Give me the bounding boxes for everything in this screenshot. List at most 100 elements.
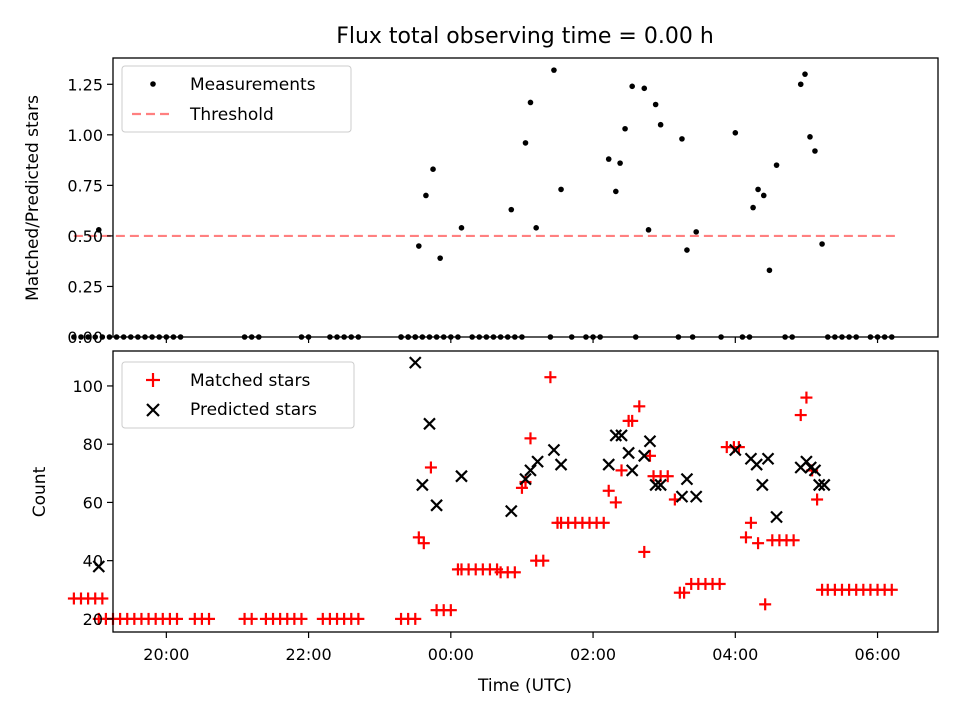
bottom-axes-frame: [112, 350, 939, 633]
legend-measurements-label: Measurements: [190, 75, 316, 95]
matched-star-point: [602, 484, 615, 497]
bottom-y-tick-label: 20: [83, 610, 103, 629]
measurement-point: [605, 156, 612, 162]
matched-star-point: [524, 432, 537, 445]
legend-predicted-label: Predicted stars: [190, 400, 317, 420]
top-y-tick-label: 0.00: [67, 328, 103, 347]
matched-star-point: [352, 612, 365, 625]
measurement-point: [622, 125, 628, 132]
top-y-tick-label: 1.00: [67, 126, 103, 145]
predicted-star-point: [649, 478, 662, 492]
measurement-point: [99, 334, 106, 340]
measurement-point: [416, 243, 422, 249]
predicted-star-point: [761, 452, 775, 466]
bottom-legend-box: [121, 361, 355, 429]
measurement-point: [732, 130, 739, 136]
bottom-x-ticks: 20:00 22:00 00:00 02:00 04:00 06:00: [143, 632, 901, 664]
predicted-star-point: [524, 464, 537, 477]
bottom-y-axis-label: Count: [30, 466, 50, 517]
measurement-point: [657, 121, 664, 128]
measurement-point: [508, 206, 515, 213]
measurement-point: [773, 162, 780, 168]
matched-star-point: [203, 612, 216, 625]
measurement-point: [766, 267, 773, 274]
measurement-point: [684, 247, 690, 253]
predicted-star-point: [416, 478, 429, 492]
predicted-star-point: [817, 478, 831, 492]
predicted-star-point: [756, 478, 769, 492]
top-y-tick-label: 0.50: [67, 227, 103, 246]
predicted-star-point: [609, 429, 623, 442]
predicted-star-point: [430, 499, 443, 512]
x-tick-label: 20:00: [143, 645, 189, 664]
predicted-star-point: [625, 464, 639, 477]
top-y-axis-label: Matched/Predicted stars: [23, 95, 43, 301]
matched-star-point: [444, 604, 457, 617]
matched-star-point: [759, 598, 772, 611]
matched-star-point: [508, 566, 521, 579]
measurement-point: [750, 204, 756, 211]
matched-star-point: [633, 400, 646, 413]
bottom-y-tick-label: 60: [83, 493, 103, 512]
measurement-point: [679, 136, 685, 142]
measurement-point: [71, 334, 77, 340]
measurement-point: [807, 134, 813, 140]
measurement-point: [78, 334, 84, 340]
measurement-point: [802, 71, 808, 77]
predicted-star-point: [812, 478, 826, 492]
top-plot: 0.00 0.25 0.50 0.75 1.00 1.25 Matched/Predict…: [23, 57, 939, 347]
predicted-star-point: [602, 458, 615, 471]
measurement-point: [533, 225, 539, 231]
measurement-point: [613, 188, 619, 195]
measurement-points: [71, 67, 895, 340]
predicted-star-point: [654, 478, 667, 492]
matched-star-point: [626, 414, 639, 427]
matched-star-point: [643, 449, 656, 462]
top-legend-box: [121, 65, 352, 133]
legend-predicted-marker: [146, 403, 160, 417]
matched-star-point: [609, 496, 622, 509]
top-x-ticks: [165, 337, 879, 343]
measurement-point: [641, 85, 648, 92]
predicted-star-point: [531, 455, 544, 468]
top-y-ticks: 0.00 0.25 0.50 0.75 1.00 1.25: [67, 75, 113, 347]
predicted-star-point: [808, 464, 822, 477]
matched-star-points: [67, 371, 898, 625]
measurement-point: [629, 83, 635, 90]
predicted-star-point: [504, 504, 518, 518]
measurement-point: [617, 160, 623, 166]
predicted-star-point: [423, 417, 436, 431]
predicted-star-point: [680, 472, 694, 486]
matched-star-point: [96, 592, 109, 605]
matched-star-point: [537, 554, 550, 567]
matched-star-point: [417, 537, 430, 550]
measurement-point: [95, 227, 102, 233]
predicted-star-point: [622, 446, 635, 460]
predicted-star-point: [408, 356, 422, 369]
predicted-star-point: [689, 490, 703, 503]
measurement-point: [693, 229, 699, 235]
legend-matched-marker: [146, 373, 160, 387]
legend-measurement-marker: [150, 81, 156, 87]
bottom-y-tick-label: 80: [83, 435, 103, 454]
top-axes-frame: [112, 57, 939, 338]
bottom-legend: Matched stars Predicted stars: [121, 361, 355, 429]
measurement-point: [437, 255, 443, 261]
predicted-star-point: [519, 472, 532, 486]
matched-star-point: [544, 371, 557, 384]
matched-star-point: [424, 461, 437, 474]
matched-star-point: [787, 534, 800, 547]
measurement-point: [551, 67, 557, 73]
measurement-point: [522, 140, 529, 146]
measurement-point: [645, 227, 652, 233]
measurement-point: [652, 101, 659, 108]
measurement-point: [527, 99, 534, 106]
matched-star-point: [885, 583, 898, 596]
legend-threshold-label: Threshold: [189, 105, 274, 125]
predicted-star-point: [643, 434, 657, 448]
bottom-y-tick-label: 100: [72, 377, 103, 396]
predicted-star-point: [729, 443, 742, 457]
x-tick-label: 02:00: [570, 645, 616, 664]
matched-star-point: [661, 470, 674, 483]
